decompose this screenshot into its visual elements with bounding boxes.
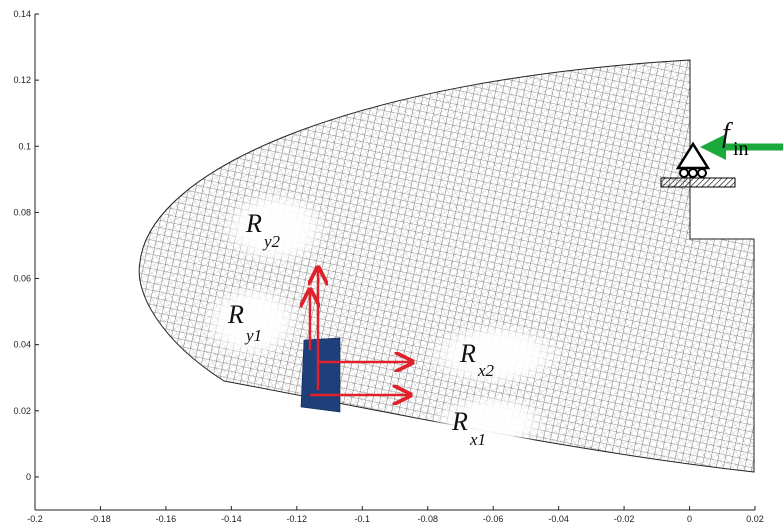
x-tick-label: -0.18 [90,514,111,524]
annotation-sub: in [733,138,749,160]
x-tick-label: 0 [687,514,692,524]
annotation: R [245,209,262,238]
annotation: R [451,407,468,436]
x-tick-label: -0.08 [417,514,438,524]
x-tick-label: -0.06 [483,514,504,524]
y-tick-label: 0 [26,472,31,482]
annotation-sub: x1 [469,430,486,449]
annotation: R [227,300,244,329]
annotation-sub: x2 [477,361,495,380]
x-tick-label: -0.2 [27,514,43,524]
mesh-domain [139,60,754,472]
y-tick-label: 0.06 [13,274,31,284]
y-tick-label: 0.02 [13,406,31,416]
x-tick-label: -0.1 [355,514,371,524]
figure: R y2 R y1 R x2 R x1 f in -0.2-0.18-0.16-… [0,0,783,529]
y-tick-label: 0.08 [13,207,31,217]
x-tick-label: -0.14 [221,514,242,524]
x-tick-label: -0.04 [548,514,569,524]
annotation: R [459,339,476,368]
y-tick-label: 0.12 [13,75,31,85]
x-tick-label: -0.02 [614,514,635,524]
x-tick-label: 0.02 [746,514,764,524]
x-tick-label: -0.12 [287,514,308,524]
y-tick-label: 0.14 [13,9,31,19]
annotation-sub: y2 [262,232,281,251]
x-tick-label: -0.16 [156,514,177,524]
annotation-sub: y1 [244,326,262,345]
y-tick-label: 0.04 [13,340,31,350]
y-tick-label: 0.1 [18,141,31,151]
